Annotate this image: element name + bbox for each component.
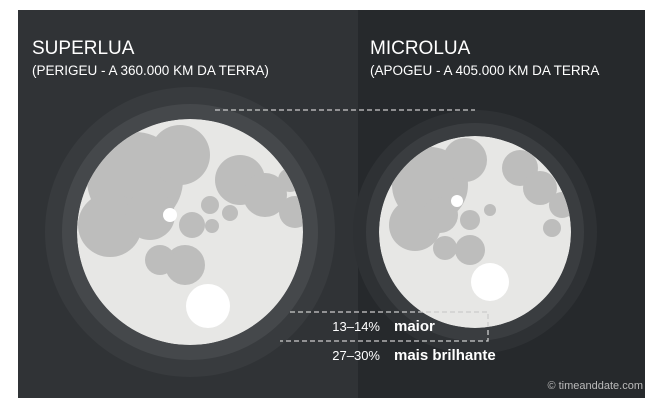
title: MICROLUA bbox=[370, 38, 471, 59]
comparison-label: mais brilhante bbox=[394, 347, 496, 364]
comparison-value: 13–14% bbox=[332, 319, 380, 334]
infographic: SUPERLUA (PERIGEU - A 360.000 KM DA TERR… bbox=[0, 0, 645, 403]
credit: © timeanddate.com bbox=[547, 380, 643, 392]
title: SUPERLUA bbox=[32, 38, 135, 59]
subtitle: (PERIGEU - A 360.000 KM DA TERRA) bbox=[32, 63, 269, 78]
comparison-value: 27–30% bbox=[332, 348, 380, 363]
subtitle: (APOGEU - A 405.000 KM DA TERRA bbox=[370, 63, 599, 78]
comparison-label: maior bbox=[394, 318, 435, 335]
page: SUPERLUA (PERIGEU - A 360.000 KM DA TERR… bbox=[0, 0, 645, 403]
